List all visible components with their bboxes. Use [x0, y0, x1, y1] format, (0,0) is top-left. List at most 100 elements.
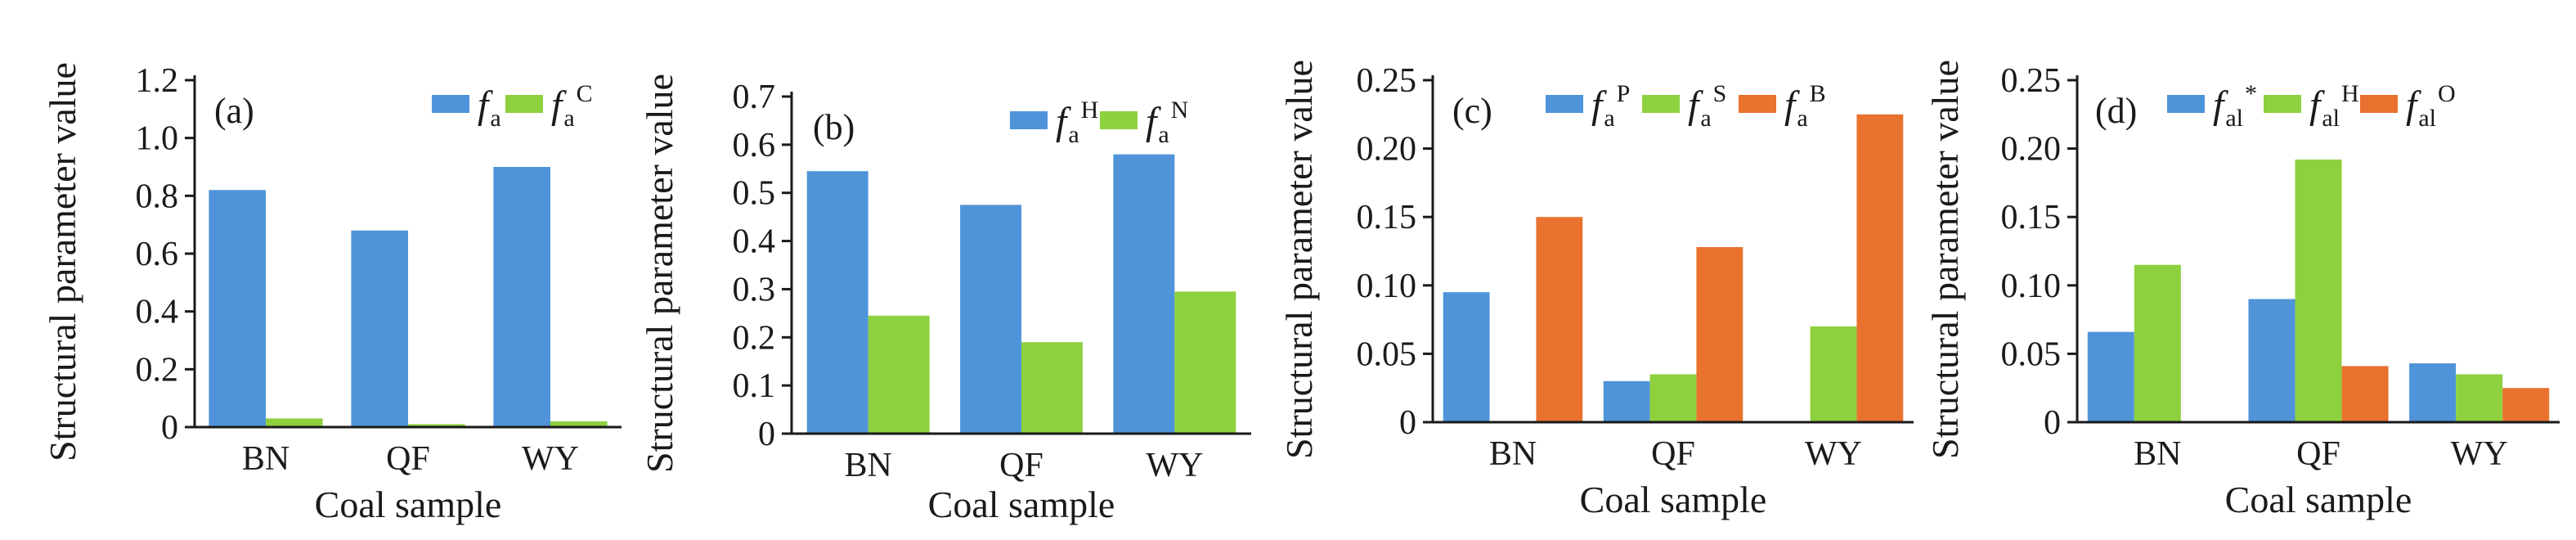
y-axis-title: Structural parameter value	[1924, 60, 1966, 459]
bar-bn-series-2	[868, 315, 930, 434]
y-tick-label: 0.7	[733, 79, 776, 116]
legend-label: faN	[1146, 97, 1188, 148]
chart-panel-b: 0 0.1 0.2 0.3 0.4 0.5 0.6 0.7 BN QF WY Coal sample S…	[639, 74, 1251, 525]
x-tick-label: WY	[522, 440, 579, 478]
y-tick-label: 0.4	[733, 223, 776, 261]
bar-wy-series-2	[550, 421, 608, 427]
legend-label: falO	[2406, 80, 2456, 132]
x-axis-title: Coal sample	[2225, 479, 2412, 520]
legend-swatch	[2264, 95, 2301, 113]
legend-swatch	[2360, 95, 2398, 113]
bar-qf-series-1	[1603, 380, 1650, 422]
legend-swatch	[1100, 111, 1138, 129]
x-tick-label: QF	[999, 447, 1043, 484]
legend-label: faB	[1784, 80, 1826, 132]
bar-wy-series-2	[1174, 291, 1236, 434]
bar-bn-series-1	[209, 190, 266, 427]
y-tick-label: 0.5	[733, 175, 776, 213]
panel-label: (c)	[1452, 91, 1492, 131]
legend-label: faH	[1056, 97, 1098, 148]
legend-label: fa	[478, 83, 501, 132]
legend-swatch	[1642, 95, 1680, 113]
bar-bn-series-2	[266, 418, 323, 427]
bar-wy-series-3	[2502, 388, 2550, 422]
x-tick-label: BN	[2134, 435, 2181, 473]
chart-panel-d: 0 0.05 0.10 0.15 0.20 0.25 BN QF WY Coal sample St…	[1924, 60, 2560, 520]
bar-qf-series-2	[1021, 342, 1083, 434]
y-axis-title: Structural parameter value	[1278, 60, 1320, 459]
y-tick-label: 0	[161, 409, 178, 447]
y-tick-label: 0.8	[136, 178, 179, 215]
bar-qf-series-2	[1649, 374, 1697, 422]
y-axis-title: Structural parameter value	[42, 62, 83, 461]
y-tick-label: 0.25	[1357, 62, 1417, 100]
y-tick-label: 0.4	[136, 294, 179, 331]
legend-swatch	[505, 95, 543, 113]
bar-wy-series-1	[1113, 154, 1175, 434]
y-tick-label: 0.20	[2001, 131, 2062, 169]
bar-wy-series-1	[493, 167, 550, 427]
y-axis-title: Structural parameter value	[639, 74, 680, 473]
y-tick-label: 1.2	[136, 62, 179, 100]
panel-label: (b)	[813, 107, 855, 147]
legend-label: faP	[1591, 80, 1630, 132]
x-tick-label: QF	[1651, 435, 1695, 473]
chart-panel-a: 0 0.2 0.4 0.6 0.8 1.0 1.2 BN QF WY Coal sample Stru…	[42, 62, 622, 525]
legend-swatch	[1010, 111, 1048, 129]
y-tick-label: 0.6	[136, 236, 179, 273]
bar-wy-series-2	[2456, 374, 2503, 422]
y-tick-label: 0.1	[733, 367, 776, 405]
bar-qf-series-3	[2341, 366, 2389, 422]
y-tick-label: 0	[1399, 404, 1416, 442]
legend-swatch	[2167, 95, 2205, 113]
y-tick-label: 0.25	[2001, 62, 2062, 100]
panel-label: (d)	[2095, 91, 2137, 131]
x-axis-title: Coal sample	[315, 484, 502, 525]
bar-qf-series-1	[351, 230, 408, 427]
chart-panel-c: 0 0.05 0.10 0.15 0.20 0.25 BN QF WY Coal sample St…	[1278, 60, 1914, 520]
bar-bn-series-3	[1536, 217, 1583, 422]
y-tick-label: 0	[2044, 404, 2061, 442]
x-axis-title: Coal sample	[928, 484, 1115, 525]
y-tick-label: 1.0	[136, 120, 179, 158]
bar-bn-series-1	[2087, 331, 2134, 422]
bar-bn-series-2	[2134, 264, 2181, 422]
legend-label: faC	[551, 80, 593, 132]
y-tick-label: 0.2	[733, 319, 776, 357]
bar-wy-series-2	[1810, 326, 1857, 422]
y-tick-label: 0	[758, 416, 775, 453]
y-tick-label: 0.15	[2001, 199, 2062, 236]
y-tick-label: 0.10	[2001, 268, 2062, 305]
legend-swatch	[432, 95, 469, 113]
y-tick-label: 0.10	[1357, 268, 1417, 305]
x-tick-label: WY	[1805, 435, 1862, 473]
bar-bn-series-1	[1443, 292, 1490, 422]
y-tick-label: 0.05	[1357, 335, 1417, 373]
x-tick-label: BN	[1489, 435, 1537, 473]
y-tick-label: 0.20	[1357, 131, 1417, 169]
y-tick-label: 0.15	[1357, 199, 1417, 236]
bar-wy-series-3	[1856, 114, 1904, 423]
x-tick-label: BN	[242, 440, 289, 478]
bar-qf-series-2	[2295, 159, 2342, 422]
bar-qf-series-3	[1696, 246, 1744, 422]
x-tick-label: WY	[2451, 435, 2508, 473]
y-tick-label: 0.2	[136, 351, 179, 389]
legend-swatch	[1546, 95, 1583, 113]
legend-swatch	[1739, 95, 1776, 113]
x-tick-label: WY	[1146, 447, 1203, 484]
y-tick-label: 0.05	[2001, 335, 2062, 373]
x-axis-title: Coal sample	[1580, 479, 1767, 520]
bar-qf-series-2	[408, 424, 465, 427]
legend-label: falH	[2309, 80, 2359, 132]
legend-label: faS	[1688, 80, 1726, 132]
x-tick-label: QF	[2296, 435, 2340, 473]
bar-qf-series-1	[2248, 299, 2296, 422]
y-tick-label: 0.3	[733, 271, 776, 308]
y-tick-label: 0.6	[733, 127, 776, 164]
x-tick-label: BN	[844, 447, 891, 484]
bar-bn-series-1	[806, 171, 868, 434]
bar-wy-series-1	[2409, 363, 2457, 422]
x-tick-label: QF	[386, 440, 430, 478]
